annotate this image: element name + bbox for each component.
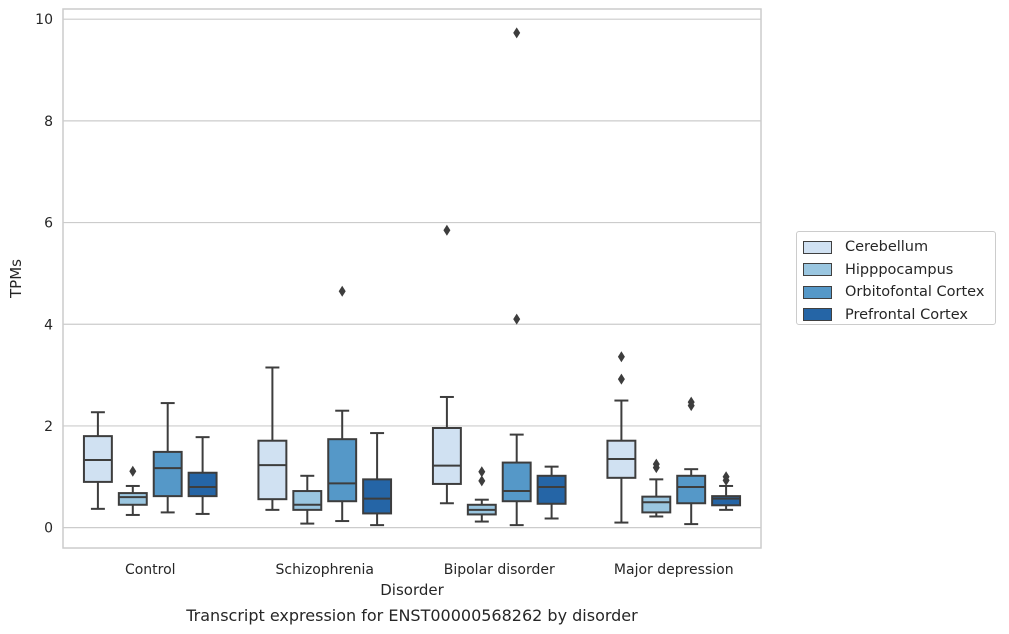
outlier-point-0	[129, 465, 137, 477]
box-3-1	[362, 432, 393, 527]
box-iqr	[501, 461, 532, 503]
gridlines	[63, 18, 761, 529]
legend-item-orbitofrontal-cortex: Orbitofontal Cortex	[797, 281, 995, 304]
outlier-point-0	[443, 224, 451, 236]
outlier-point-1	[652, 458, 660, 470]
box-2-3	[676, 396, 707, 526]
box-0-0	[82, 411, 113, 510]
legend-label-cerebellum: Cerebellum	[845, 239, 929, 256]
outlier-point-0	[478, 475, 486, 487]
box-2-1	[327, 285, 358, 523]
box-3-3	[711, 471, 742, 511]
box-iqr	[152, 450, 183, 498]
box-iqr	[711, 495, 742, 507]
y-tick-label-1: 2	[44, 419, 53, 435]
legend-label-hippocampus: Hipppocampus	[845, 261, 954, 278]
legend-swatch-hippocampus	[803, 263, 832, 277]
x-axis-ticks: Control Schizophrenia Bipolar disorder Majo…	[125, 562, 734, 578]
box-1-0	[117, 465, 148, 516]
y-tick-label-3: 6	[44, 216, 53, 232]
legend-swatch-cerebellum	[803, 240, 832, 254]
legend: Cerebellum Hipppocampus Orbitofontal Cor…	[796, 231, 996, 325]
y-axis-label: TPMs	[7, 259, 25, 299]
x-tick-label-2: Bipolar disorder	[444, 562, 555, 578]
x-tick-label-0: Control	[125, 562, 176, 578]
box-iqr	[327, 438, 358, 503]
box-iqr	[82, 435, 113, 483]
outlier-point-0	[513, 313, 521, 325]
legend-item-prefrontal-cortex: Prefrontal Cortex	[797, 304, 995, 327]
outlier-point-0	[617, 373, 625, 385]
legend-label-prefrontal-cortex: Prefrontal Cortex	[845, 306, 968, 323]
box-0-1	[257, 366, 288, 511]
box-0-3	[606, 351, 637, 524]
legend-item-cerebellum: Cerebellum	[797, 236, 995, 259]
box-iqr	[676, 474, 707, 505]
y-tick-label-0: 0	[44, 521, 53, 537]
legend-item-hippocampus: Hipppocampus	[797, 259, 995, 282]
box-iqr	[536, 474, 567, 505]
x-axis-label: Disorder	[380, 581, 444, 599]
outlier-point-1	[722, 471, 730, 483]
box-plot-series	[82, 27, 742, 527]
box-iqr	[117, 492, 148, 506]
y-tick-label-5: 10	[35, 12, 53, 28]
y-tick-label-2: 4	[44, 317, 53, 333]
outlier-point-0	[338, 285, 346, 297]
chart-caption: Transcript expression for ENST0000056826…	[186, 606, 638, 625]
legend-label-orbitofrontal-cortex: Orbitofontal Cortex	[845, 284, 985, 301]
box-iqr	[362, 478, 393, 515]
box-iqr	[641, 495, 672, 514]
box-iqr	[187, 471, 218, 498]
box-1-1	[292, 474, 323, 525]
y-axis-ticks: 0 2 4 6 8 10	[35, 12, 53, 536]
outlier-point-1	[478, 466, 486, 478]
x-tick-label-3: Major depression	[614, 562, 734, 578]
legend-swatch-orbitofrontal-cortex	[803, 285, 832, 299]
box-iqr	[257, 439, 288, 501]
outlier-point-1	[687, 396, 695, 408]
outlier-point-1	[617, 351, 625, 363]
legend-swatch-prefrontal-cortex	[803, 308, 832, 322]
box-3-2	[536, 465, 567, 520]
x-tick-label-1: Schizophrenia	[276, 562, 374, 578]
outlier-point-1	[513, 27, 521, 39]
box-iqr	[431, 426, 462, 485]
box-iqr	[292, 490, 323, 511]
box-1-3	[641, 458, 672, 518]
box-2-2	[501, 27, 532, 527]
box-3-0	[187, 436, 218, 515]
box-2-0	[152, 402, 183, 514]
box-1-2	[466, 466, 497, 523]
plot-area-frame	[62, 8, 762, 549]
y-tick-label-4: 8	[44, 114, 53, 130]
box-0-2	[431, 224, 462, 505]
